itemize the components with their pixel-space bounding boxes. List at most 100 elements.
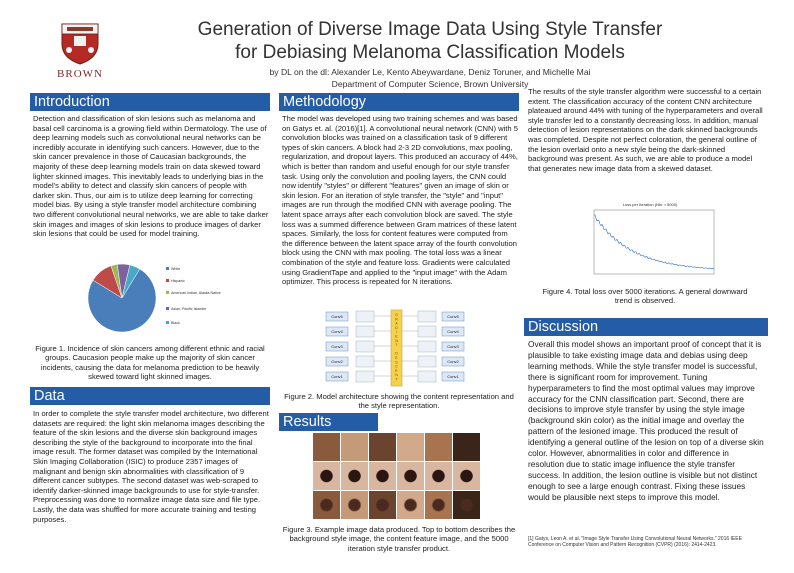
example-image-tile xyxy=(369,491,396,519)
example-image-tile xyxy=(313,491,340,519)
example-image-tile xyxy=(453,462,480,490)
legend-label: American Indian, Alaska Native xyxy=(171,291,221,295)
latent-box-left xyxy=(355,370,375,383)
latent-box-left xyxy=(355,355,375,368)
title-line-2: for Debiasing Melanoma Classification Mo… xyxy=(235,42,625,63)
figure-4-loss: Loss per Iteration (Nbr = 5000) xyxy=(580,200,720,284)
conv-label-left: Conv4 xyxy=(331,329,343,334)
example-image-tile xyxy=(425,462,452,490)
legend-swatch xyxy=(166,267,169,270)
example-image-tile xyxy=(453,491,480,519)
results-heading: Results xyxy=(279,413,378,431)
conv-block-right xyxy=(441,311,465,322)
gradient-descent-letter: D xyxy=(395,326,398,330)
conv-label-left: Conv1 xyxy=(331,374,343,379)
legend-label: White xyxy=(171,267,180,271)
data-text: In order to complete the style transfer … xyxy=(33,409,269,524)
latent-box-right xyxy=(417,325,437,338)
conv-label-right: Conv4 xyxy=(447,329,459,334)
latent-box-left xyxy=(355,325,375,338)
conv-label-left: Conv5 xyxy=(331,314,343,319)
authors-block: by DL on the dl: Alexander Le, Kento Abe… xyxy=(150,66,710,90)
gradient-descent-letter: N xyxy=(395,373,398,377)
figure-1-pie: White Hispanic American Indian, Alaska Nat… xyxy=(82,258,232,338)
legend-label: Asian, Pacific Islander xyxy=(171,307,207,311)
plot-frame xyxy=(593,209,715,275)
example-image-tile xyxy=(397,433,424,461)
title-line-1: Generation of Diverse Image Data Using S… xyxy=(197,19,663,40)
latent-box-right xyxy=(417,370,437,383)
conv-label-right: Conv1 xyxy=(447,374,459,379)
affiliation-line: Department of Computer Science, Brown Un… xyxy=(331,79,529,89)
conv-block-left xyxy=(325,371,349,382)
conv-block-left xyxy=(325,311,349,322)
example-image-tile xyxy=(341,491,368,519)
pie-slice xyxy=(121,264,141,299)
pie-slice xyxy=(87,268,157,333)
gradient-descent-bar xyxy=(390,309,403,387)
legend-swatch xyxy=(166,321,169,324)
conv-label-left: Conv3 xyxy=(331,344,343,349)
poster-title: Generation of Diverse Image Data Using S… xyxy=(150,18,710,64)
gradient-descent-letter: D xyxy=(395,352,398,356)
brown-logo xyxy=(58,20,102,71)
example-image-tile xyxy=(425,491,452,519)
example-image-tile xyxy=(369,433,396,461)
latent-box-right xyxy=(417,340,437,353)
conv-block-left xyxy=(325,326,349,337)
figure-4-caption: Figure 4. Total loss over 5000 iteration… xyxy=(542,287,748,306)
example-image-tile xyxy=(397,491,424,519)
example-image-tile xyxy=(397,462,424,490)
gradient-descent-letter: S xyxy=(395,360,398,364)
legend-swatch xyxy=(166,279,169,282)
example-image-tile xyxy=(341,433,368,461)
conv-block-right xyxy=(441,326,465,337)
example-image-tile xyxy=(313,433,340,461)
loss-chart-title: Loss per Iteration (Nbr = 5000) xyxy=(623,202,678,207)
conv-block-right xyxy=(441,356,465,367)
loss-curve xyxy=(593,214,715,269)
figure-3-caption: Figure 3. Example image data produced. T… xyxy=(282,525,516,553)
figure-2-architecture: Conv5 Conv4 Conv3 Conv2 Conv1 Conv5 Conv4 Conv3… xyxy=(300,308,498,390)
conv-label-left: Conv2 xyxy=(331,359,343,364)
conv-label-right: Conv2 xyxy=(447,359,459,364)
shield-icon xyxy=(61,23,99,65)
figure-3-images xyxy=(313,433,483,521)
gradient-descent-letter: G xyxy=(395,313,398,317)
introduction-heading: Introduction xyxy=(30,93,270,111)
latent-box-left xyxy=(355,340,375,353)
discussion-text: Overall this model shows an important pr… xyxy=(528,339,764,502)
gradient-descent-letter: T xyxy=(395,343,398,347)
gradient-descent-letter: E xyxy=(395,369,398,373)
conv-label-right: Conv5 xyxy=(447,314,459,319)
pie-chart: White Hispanic American Indian, Alaska Nat… xyxy=(87,263,221,333)
conv-block-right xyxy=(441,371,465,382)
gradient-descent-letter: E xyxy=(395,356,398,360)
gradient-descent-letter: A xyxy=(395,322,398,326)
conv-block-right xyxy=(441,341,465,352)
legend-swatch xyxy=(166,307,169,310)
conv-block-left xyxy=(325,341,349,352)
example-image-tile xyxy=(425,433,452,461)
loss-chart: Loss per Iteration (Nbr = 5000) xyxy=(593,202,715,275)
figure-1-caption: Figure 1. Incidence of skin cancers amon… xyxy=(35,344,265,382)
methodology-heading: Methodology xyxy=(279,93,519,111)
discussion-heading: Discussion xyxy=(524,318,768,336)
example-image-tile xyxy=(369,462,396,490)
logo-wordmark: BROWN xyxy=(57,68,103,80)
conv-block-left xyxy=(325,356,349,367)
introduction-text: Detection and classification of skin les… xyxy=(33,114,269,239)
figure-2-caption: Figure 2. Model architecture showing the… xyxy=(284,392,514,411)
gradient-descent-letter: I xyxy=(396,330,397,334)
legend-label: Black xyxy=(171,321,180,325)
gradient-descent-letter: T xyxy=(395,378,398,382)
example-image-tile xyxy=(341,462,368,490)
gradient-descent-letter: C xyxy=(395,365,398,369)
conv-label-right: Conv3 xyxy=(447,344,459,349)
latent-box-right xyxy=(417,355,437,368)
latent-box-right xyxy=(417,310,437,323)
gradient-descent-letter: E xyxy=(395,335,398,339)
example-image-tile xyxy=(453,433,480,461)
reference-text: [1] Gatys, Leon A. et al. "Image Style T… xyxy=(528,536,742,549)
legend-label: Hispanic xyxy=(171,279,185,283)
